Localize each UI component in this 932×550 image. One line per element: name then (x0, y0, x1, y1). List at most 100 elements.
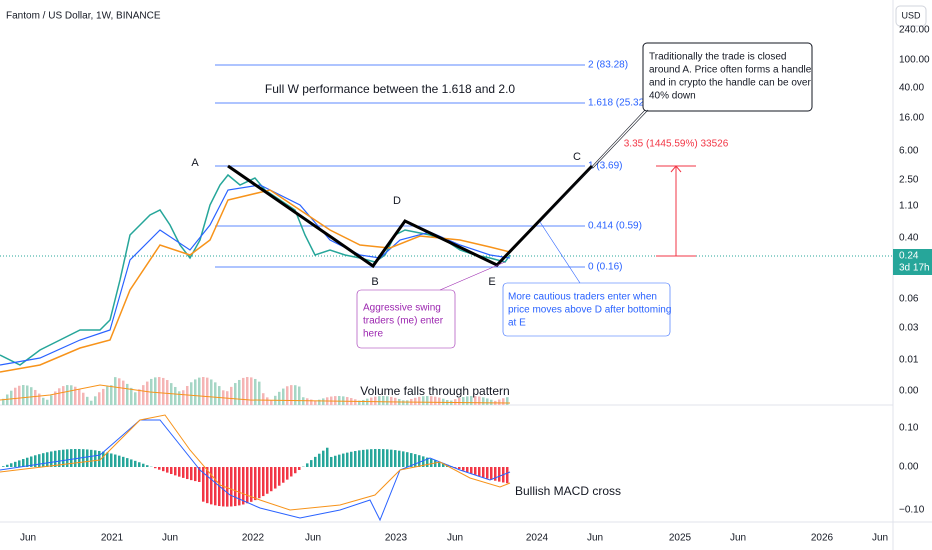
volume-bar (458, 397, 461, 405)
callout-line: around A. Price often forms a handle (649, 65, 812, 76)
macd-bar (214, 467, 217, 506)
volume-bar (178, 391, 181, 405)
volume-bar (474, 396, 477, 405)
macd-bar (58, 450, 61, 467)
macd-bar (94, 450, 97, 467)
volume-bar (126, 383, 129, 405)
volume-bar (206, 377, 209, 405)
fib-label: 1 (3.69) (588, 161, 622, 172)
macd-bar (174, 467, 177, 476)
price-label: 6.00 (899, 146, 919, 157)
volume-bar (62, 386, 65, 405)
price-label: 0.40 (899, 233, 919, 244)
macd-bar (158, 467, 161, 470)
time-label: 2026 (811, 533, 834, 544)
aggressive-line: Aggressive swing (363, 303, 441, 314)
volume-bar (230, 386, 233, 405)
price-label: 0.00 (899, 386, 919, 397)
macd-bar (206, 467, 209, 504)
macd-bar (14, 461, 17, 467)
volume-bar (34, 389, 37, 405)
macd-bar (438, 461, 441, 467)
macd-bar (466, 467, 469, 473)
volume-bar (186, 385, 189, 405)
volume-bar (198, 377, 201, 405)
macd-bar (306, 463, 309, 467)
volume-bar (502, 398, 505, 405)
volume-bar (106, 386, 109, 405)
volume-bar (122, 380, 125, 405)
macd-bar (186, 467, 189, 480)
axes-labels: 240.00 100.00 40.00 16.00 6.00 2.50 1.10 0.40 0.… (20, 25, 930, 544)
macd-note: Bullish MACD cross (515, 484, 621, 498)
volume-bar (202, 377, 205, 405)
macd-bar (490, 467, 493, 480)
volume-bar (402, 400, 405, 405)
macd-bar (254, 467, 257, 501)
time-label: Jun (730, 533, 746, 544)
volume-bar (246, 377, 249, 405)
macd-bar (6, 464, 9, 467)
volume-bar (82, 392, 85, 405)
macd-bar (294, 467, 297, 474)
macd-bar (2, 466, 5, 467)
volume-bar (26, 385, 29, 405)
point-label: E (488, 276, 495, 288)
price-series (0, 173, 511, 366)
cautious-pointer (539, 221, 581, 284)
point-label: D (393, 195, 401, 207)
currency-label[interactable]: USD (901, 10, 921, 20)
fib-label: 1.618 (25.32) (588, 98, 648, 109)
volume-bar (342, 396, 345, 405)
volume-bar (414, 397, 417, 405)
aggressive-box (356, 289, 456, 349)
volume-bar (182, 390, 185, 405)
volume-bar (210, 379, 213, 405)
aggressive-text: Aggressive swing traders (me) enter here (363, 303, 444, 340)
macd-bar (282, 467, 285, 483)
volume-bar (242, 377, 245, 405)
macd-bar (286, 467, 289, 480)
volume-bar (374, 396, 377, 405)
macd-label: −0.10 (899, 505, 925, 516)
macd-bar (142, 463, 145, 467)
volume-bar (218, 386, 221, 405)
moving-average-slow (0, 189, 511, 373)
volume-bar (90, 400, 93, 405)
price-label: 2.50 (899, 175, 919, 186)
callout-box (642, 42, 813, 112)
callout-line: and in crypto the handle can be over (649, 78, 811, 89)
volume-bar (142, 385, 145, 405)
volume-bar (238, 379, 241, 405)
volume-bar (30, 387, 33, 405)
macd-bar (374, 449, 377, 467)
callout-pointer (539, 109, 646, 223)
currency-button[interactable] (895, 5, 927, 27)
headline: Full W performance between the 1.618 and… (265, 82, 515, 96)
volume-bar (194, 379, 197, 405)
macd-bar (274, 467, 277, 489)
macd-bar (362, 449, 365, 467)
cautious-box (502, 282, 671, 337)
macd-bar (242, 467, 245, 505)
macd-bar (54, 450, 57, 467)
macd-bar (334, 455, 337, 467)
volume-bar (154, 377, 157, 405)
macd-bar (114, 454, 117, 467)
macd-bar (390, 449, 393, 467)
macd-bar (194, 467, 197, 482)
current-price-badge (893, 249, 932, 275)
macd-bar (10, 463, 13, 467)
macd-bar (126, 458, 129, 467)
volume-bar (294, 385, 297, 405)
time-label: Jun (305, 533, 321, 544)
macd-bar (462, 467, 465, 471)
volume-bar (394, 397, 397, 405)
volume-bar (482, 397, 485, 405)
macd-bar (382, 449, 385, 467)
volume-bar (338, 396, 341, 405)
macd-bar (418, 455, 421, 467)
macd-bar (298, 467, 301, 470)
volume-bar (130, 387, 133, 405)
volume-bar (298, 386, 301, 405)
